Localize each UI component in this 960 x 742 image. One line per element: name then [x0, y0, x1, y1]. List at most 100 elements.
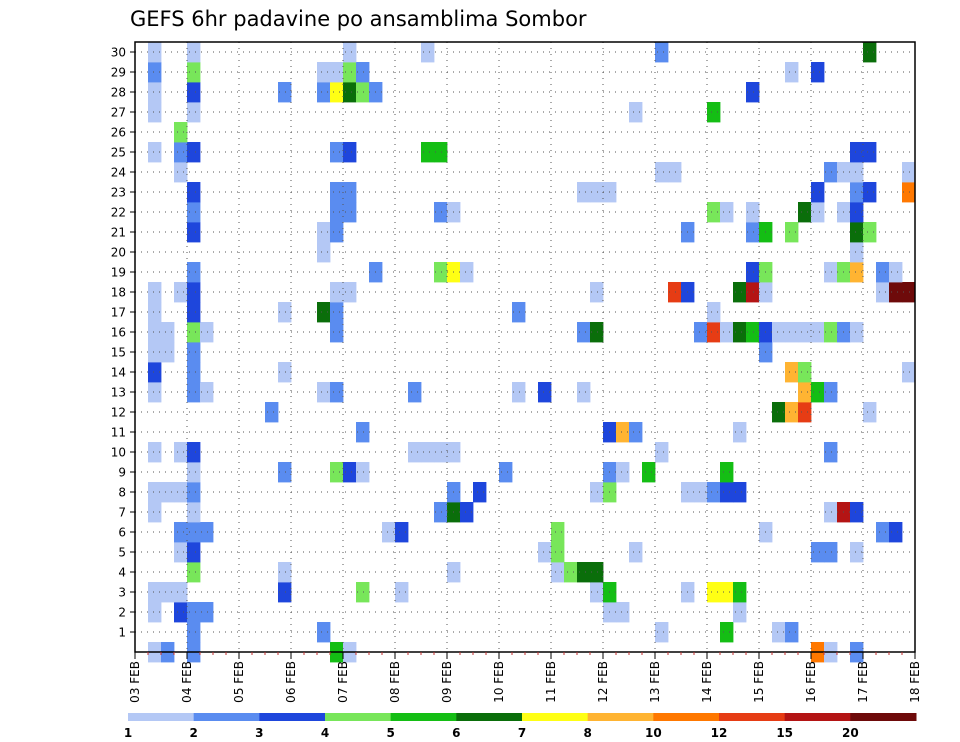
heatmap-cell — [642, 462, 656, 483]
heatmap-cell — [343, 82, 357, 103]
heatmap-cell — [629, 422, 643, 443]
heatmap-cell — [356, 582, 370, 603]
heatmap-cell — [187, 462, 201, 483]
y-tick-label: 1 — [118, 626, 126, 640]
heatmap-cell — [733, 602, 747, 623]
colorbar-label: 8 — [583, 726, 591, 740]
heatmap-cell — [850, 262, 864, 283]
heatmap-cell — [317, 242, 331, 263]
heatmap-cell — [174, 482, 188, 503]
heatmap-cell — [590, 282, 604, 303]
y-tick-label: 21 — [111, 226, 126, 240]
colorbar-swatch — [522, 713, 589, 721]
heatmap-cell — [148, 82, 162, 103]
heatmap-cell — [785, 402, 799, 423]
heatmap-cell — [824, 162, 838, 183]
heatmap-cell — [824, 542, 838, 563]
heatmap-cell — [720, 582, 734, 603]
heatmap-cell — [187, 282, 201, 303]
heatmap-cell — [174, 122, 188, 143]
heatmap-cell — [772, 622, 786, 643]
heatmap-cell — [330, 82, 344, 103]
heatmap-cell — [655, 622, 669, 643]
colorbar-label: 10 — [645, 726, 662, 740]
colorbar-swatch — [128, 713, 195, 721]
heatmap-cell — [265, 402, 279, 423]
y-tick-label: 9 — [118, 466, 126, 480]
heatmap-cell — [148, 382, 162, 403]
heatmap-cell — [330, 222, 344, 243]
y-tick-label: 18 — [111, 286, 126, 300]
heatmap-cell — [850, 502, 864, 523]
x-tick-label: 10 FEB — [492, 661, 506, 703]
colorbar-label: 2 — [189, 726, 197, 740]
heatmap-cell — [395, 582, 409, 603]
heatmap-cell — [460, 262, 474, 283]
y-tick-label: 13 — [111, 386, 126, 400]
colorbar-label: 15 — [776, 726, 793, 740]
heatmap-cell — [434, 502, 448, 523]
heatmap-cell — [863, 42, 877, 63]
chart-title: GEFS 6hr padavine po ansamblima Sombor — [130, 7, 587, 31]
heatmap-cell — [148, 442, 162, 463]
heatmap-cell — [187, 42, 201, 63]
heatmap-cell — [200, 322, 214, 343]
colorbar-swatch — [325, 713, 392, 721]
heatmap-cell — [733, 582, 747, 603]
heatmap-cell — [200, 382, 214, 403]
heatmap-cell — [512, 302, 526, 323]
heatmap-cell — [148, 282, 162, 303]
colorbar-swatch — [456, 713, 523, 721]
heatmap-cell — [720, 202, 734, 223]
heatmap-cell — [343, 462, 357, 483]
heatmap-cell — [148, 362, 162, 383]
heatmap-cell — [889, 262, 903, 283]
heatmap-cell — [356, 62, 370, 83]
x-tick-label: 05 FEB — [232, 661, 246, 703]
heatmap-cell — [655, 442, 669, 463]
heatmap-cell — [148, 482, 162, 503]
heatmap-cell — [629, 542, 643, 563]
heatmap-cell — [343, 62, 357, 83]
x-tick-label: 08 FEB — [388, 661, 402, 703]
heatmap-cell — [187, 82, 201, 103]
heatmap-cell — [798, 322, 812, 343]
y-tick-label: 30 — [111, 46, 126, 60]
heatmap-cell — [577, 322, 591, 343]
heatmap-cells — [148, 42, 916, 663]
heatmap-cell — [772, 402, 786, 423]
heatmap-cell — [746, 282, 760, 303]
heatmap-cell — [148, 102, 162, 123]
heatmap-cell — [187, 542, 201, 563]
heatmap-cell — [408, 382, 422, 403]
heatmap-cell — [356, 462, 370, 483]
heatmap-cell — [850, 322, 864, 343]
heatmap-cell — [278, 302, 292, 323]
heatmap-cell — [434, 202, 448, 223]
colorbar-label: 4 — [321, 726, 329, 740]
heatmap-cell — [187, 482, 201, 503]
heatmap-cell — [538, 542, 552, 563]
heatmap-cell — [694, 482, 708, 503]
heatmap-cell — [850, 182, 864, 203]
x-tick-label: 04 FEB — [180, 661, 194, 703]
heatmap-cell — [668, 162, 682, 183]
heatmap-cell — [434, 142, 448, 163]
x-tick-label: 13 FEB — [648, 661, 662, 703]
colorbar-label: 6 — [452, 726, 460, 740]
heatmap-cell — [798, 362, 812, 383]
heatmap-cell — [785, 222, 799, 243]
heatmap-cell — [148, 582, 162, 603]
colorbar-label: 1 — [124, 726, 132, 740]
heatmap-cell — [187, 222, 201, 243]
heatmap-cell — [174, 142, 188, 163]
heatmap-cell — [668, 282, 682, 303]
heatmap-cell — [564, 562, 578, 583]
heatmap-cell — [343, 202, 357, 223]
heatmap-cell — [551, 562, 565, 583]
x-tick-label: 03 FEB — [128, 661, 142, 703]
heatmap-cell — [421, 142, 435, 163]
colorbar-label: 20 — [842, 726, 859, 740]
heatmap-cell — [720, 322, 734, 343]
y-tick-label: 12 — [111, 406, 126, 420]
